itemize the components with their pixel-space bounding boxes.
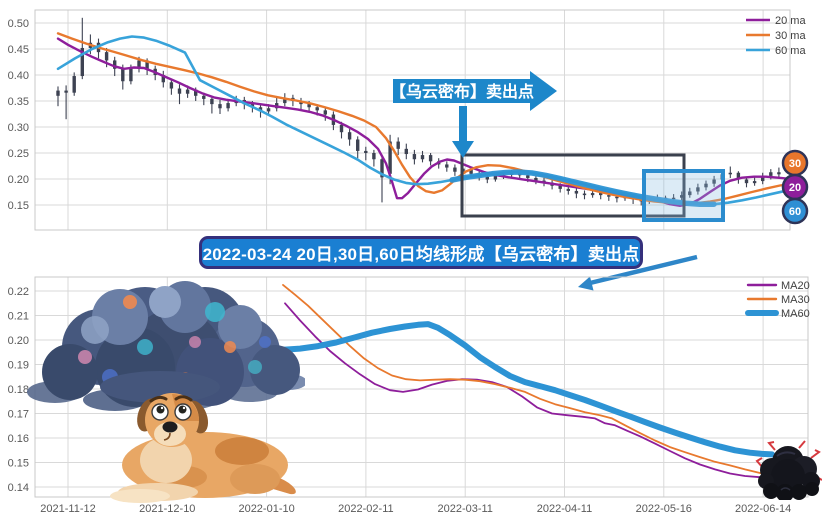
- svg-text:0.17: 0.17: [8, 409, 29, 421]
- svg-text:60 ma: 60 ma: [775, 45, 806, 57]
- svg-text:0.35: 0.35: [8, 96, 29, 108]
- svg-text:0.45: 0.45: [8, 44, 29, 56]
- svg-text:MA60: MA60: [781, 308, 810, 320]
- bottom-ma-line-MA60: [280, 321, 775, 458]
- svg-text:20 ma: 20 ma: [775, 15, 806, 27]
- svg-text:MA30: MA30: [781, 294, 810, 306]
- down-arrow-head: [452, 141, 474, 158]
- svg-text:0.50: 0.50: [8, 18, 29, 30]
- storm-cloud-illustration: [27, 281, 305, 411]
- svg-text:0.30: 0.30: [8, 122, 29, 134]
- ma-badges: 30 20 60: [781, 149, 809, 225]
- svg-text:0.21: 0.21: [8, 311, 29, 323]
- top-chart-candles: [56, 17, 781, 206]
- dog-art: [110, 393, 296, 503]
- svg-text:0.20: 0.20: [8, 174, 29, 186]
- svg-text:0.14: 0.14: [8, 482, 29, 494]
- svg-text:30: 30: [789, 158, 801, 170]
- svg-text:0.19: 0.19: [8, 360, 29, 372]
- down-arrow-shaft: [459, 106, 467, 143]
- ma-badge-60: [781, 197, 809, 225]
- ma60-emphasis-segment: [449, 169, 717, 207]
- svg-text:60: 60: [789, 206, 801, 218]
- signal-banner-text: 2022-03-24 20日,30日,60日均线形成【乌云密布】卖出点: [202, 245, 640, 264]
- x-tick-label: 2022-02-11: [338, 503, 393, 515]
- signal-banner: 2022-03-24 20日,30日,60日均线形成【乌云密布】卖出点: [199, 236, 643, 269]
- svg-text:0.15: 0.15: [8, 458, 29, 470]
- ribbon-arrow-shape: [393, 71, 557, 111]
- top-candlestick-chart: 0.50 0.45 0.40 0.35 0.30 0.25 0.20 0.15 【乌云密布】卖…: [8, 9, 809, 231]
- svg-text:30 ma: 30 ma: [775, 30, 806, 42]
- black-cloud-illustration: [755, 440, 822, 500]
- x-tick-label: 2021-11-12: [40, 503, 95, 515]
- svg-text:20: 20: [789, 182, 801, 194]
- x-tick-label: 2022-05-16: [636, 503, 692, 515]
- black-cloud-art: [755, 440, 822, 500]
- ribbon-label: 【乌云密布】卖出点: [390, 82, 534, 101]
- top-chart-legend: 20 ma 30 ma 60 ma: [746, 15, 806, 57]
- svg-text:0.40: 0.40: [8, 70, 29, 82]
- svg-text:0.15: 0.15: [8, 200, 29, 212]
- bottom-ma-line-MA20: [284, 302, 804, 479]
- sell-point-ribbon: 【乌云密布】卖出点: [390, 71, 557, 158]
- x-tick-label: 2022-06-14: [735, 503, 791, 515]
- svg-text:0.25: 0.25: [8, 148, 29, 160]
- top-chart-ma-lines: [56, 32, 792, 207]
- x-tick-label: 2022-03-11: [437, 503, 492, 515]
- svg-text:MA20: MA20: [781, 280, 810, 292]
- bottom-ma-line-MA30: [282, 284, 806, 477]
- svg-text:0.16: 0.16: [8, 433, 29, 445]
- x-tick-label: 2022-01-10: [238, 503, 294, 515]
- svg-text:0.18: 0.18: [8, 384, 29, 396]
- bottom-chart-legend: MA20 MA30 MA60: [745, 280, 810, 320]
- svg-text:0.22: 0.22: [8, 286, 29, 298]
- bottom-chart-ma-lines: [280, 284, 806, 479]
- storm-cloud-art: [27, 281, 305, 411]
- svg-text:0.20: 0.20: [8, 335, 29, 347]
- x-tick-label: 2021-12-10: [139, 503, 195, 515]
- top-chart-grid: 0.50 0.45 0.40 0.35 0.30 0.25 0.20 0.15: [8, 9, 791, 231]
- dog-illustration: [110, 393, 296, 503]
- dark-cloud-highlight-box: [460, 153, 686, 218]
- x-tick-label: 2022-04-11: [537, 503, 592, 515]
- crossover-highlight-box: [642, 169, 725, 222]
